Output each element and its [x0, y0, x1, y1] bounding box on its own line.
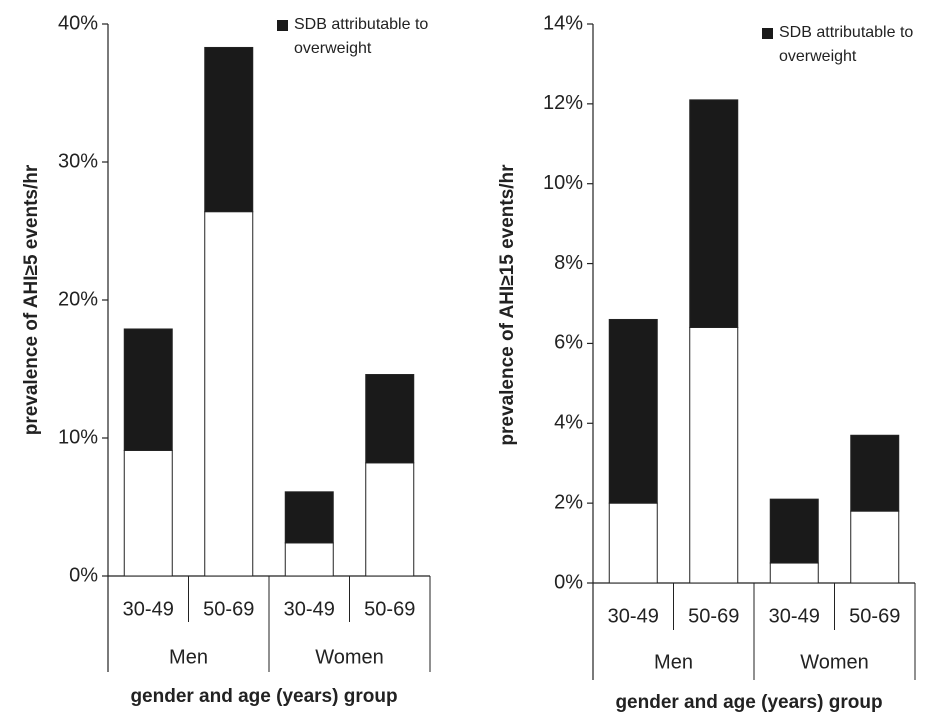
x-axis-title: gender and age (years) group [615, 692, 882, 713]
x-tick-label: 50-69 [364, 598, 415, 620]
bar-segment [365, 374, 415, 464]
group-label: Women [800, 651, 869, 673]
bar-segment [769, 562, 819, 584]
y-tick-label: 12% [543, 92, 583, 114]
bar-segment [689, 326, 739, 584]
bar-segment [204, 211, 254, 577]
x-tick-label: 30-49 [769, 605, 820, 627]
bar-segment [365, 462, 415, 577]
y-tick-label: 10% [543, 172, 583, 194]
y-tick-label: 8% [554, 252, 583, 274]
y-tick-label: 20% [58, 288, 98, 310]
y-tick-label: 40% [58, 12, 98, 34]
bar-segment [689, 99, 739, 328]
y-tick-label: 30% [58, 150, 98, 172]
bar-segment [123, 328, 173, 451]
legend-label: SDB attributable to overweight [294, 16, 429, 57]
y-axis-title: prevalence of AHI≥5 events/hr [21, 164, 42, 435]
legend-swatch [277, 20, 288, 31]
bar-segment [769, 498, 819, 564]
x-tick-label: 30-49 [608, 605, 659, 627]
group-label: Women [315, 646, 384, 668]
x-tick-label: 30-49 [123, 598, 174, 620]
y-tick-label: 4% [554, 412, 583, 434]
bar-segment [850, 434, 900, 512]
legend-swatch [762, 28, 773, 39]
bar-segment [284, 542, 334, 577]
x-tick-label: 50-69 [688, 605, 739, 627]
bar-segment [608, 502, 658, 584]
group-label: Men [654, 651, 693, 673]
y-tick-label: 14% [543, 12, 583, 34]
bar-segment [608, 318, 658, 504]
group-label: Men [169, 646, 208, 668]
legend-label: SDB attributable to overweight [779, 24, 914, 65]
y-tick-label: 10% [58, 426, 98, 448]
y-tick-label: 6% [554, 332, 583, 354]
bar-segment [123, 449, 173, 577]
y-axis-title: prevalence of AHI≥15 events/hr [497, 164, 518, 446]
y-tick-label: 0% [554, 571, 583, 593]
x-axis-title: gender and age (years) group [130, 686, 397, 707]
x-tick-label: 50-69 [203, 598, 254, 620]
bar-segment [284, 491, 334, 544]
x-tick-label: 30-49 [284, 598, 335, 620]
bar-segment [204, 46, 254, 213]
y-tick-label: 2% [554, 491, 583, 513]
x-tick-label: 50-69 [849, 605, 900, 627]
bar-segment [850, 510, 900, 584]
y-tick-label: 0% [69, 564, 98, 586]
